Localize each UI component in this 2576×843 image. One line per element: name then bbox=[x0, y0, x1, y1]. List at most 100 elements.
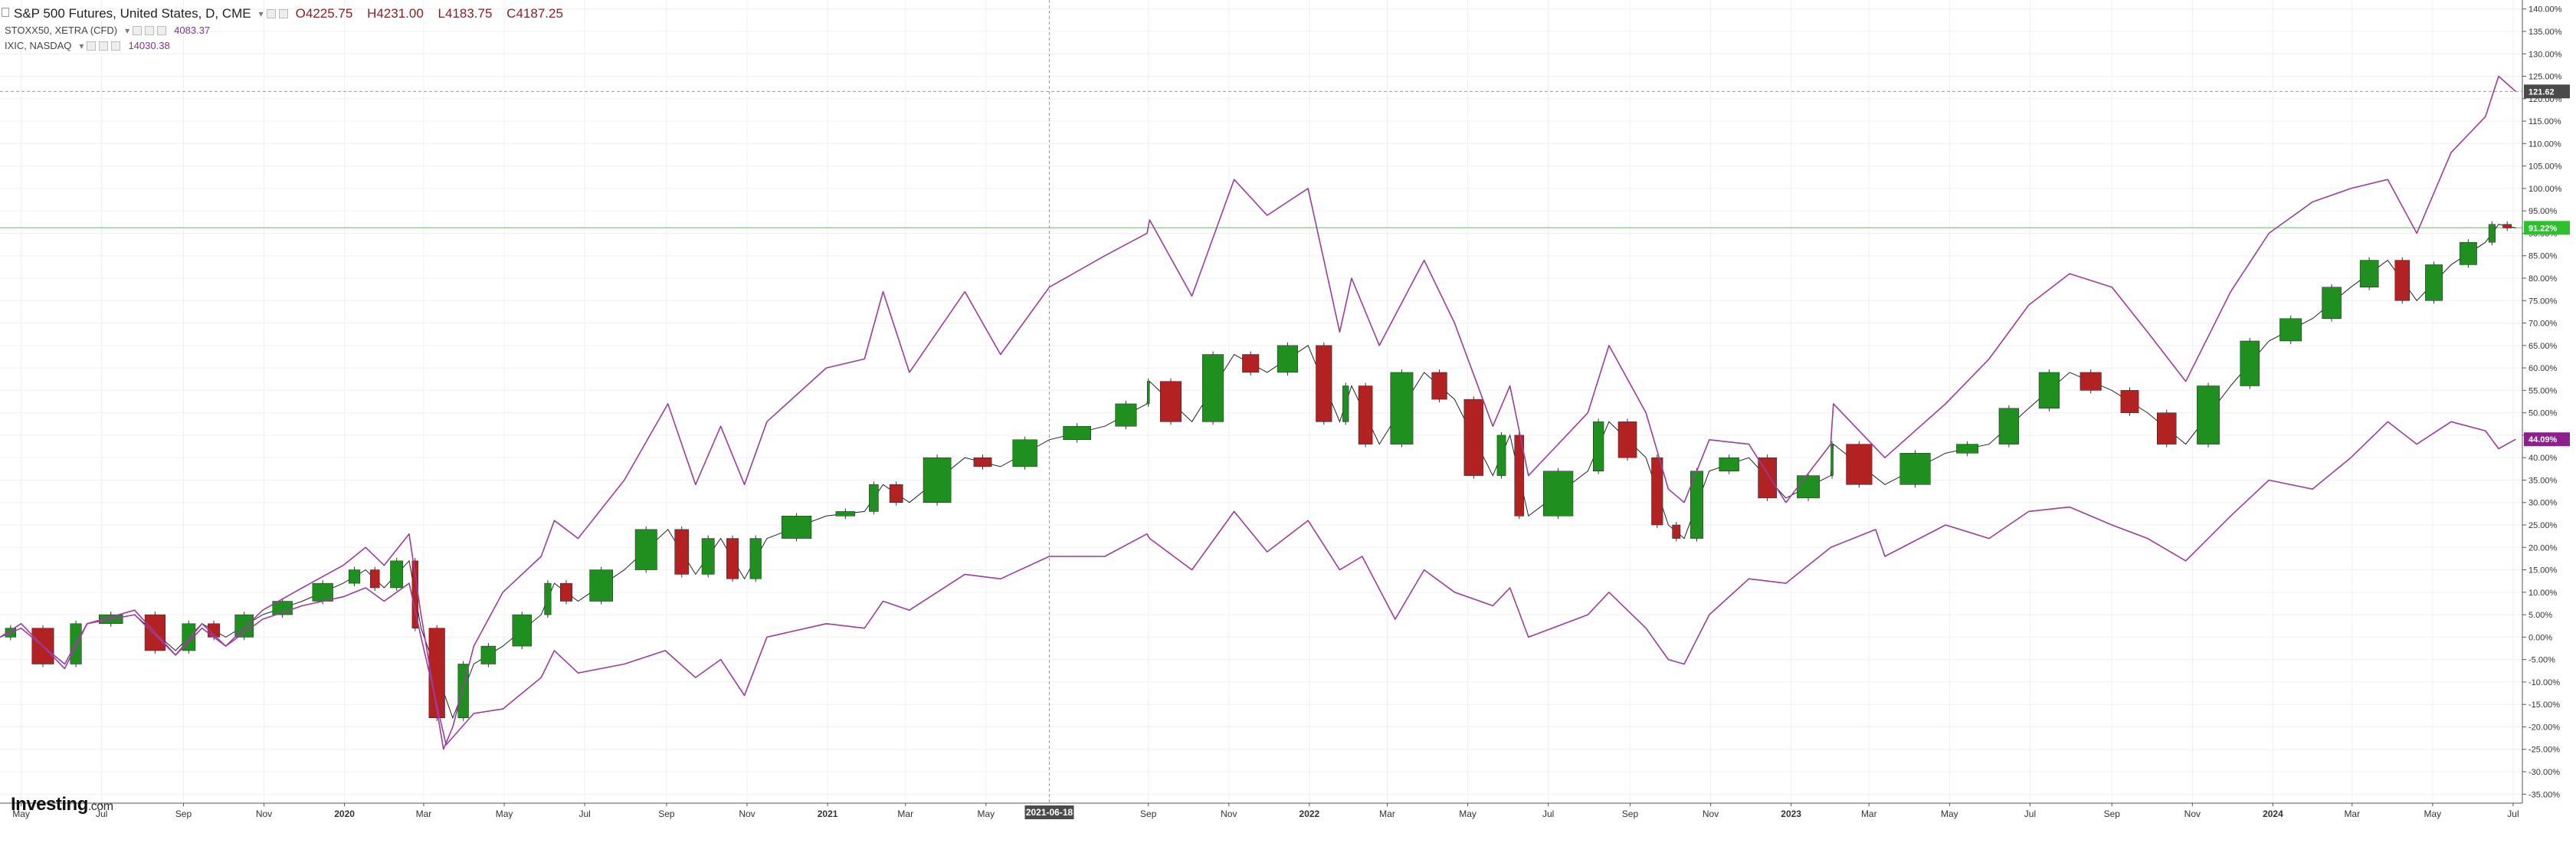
candle[interactable] bbox=[560, 582, 573, 602]
legend-collapse-icon[interactable] bbox=[2, 8, 9, 17]
candle[interactable] bbox=[2488, 224, 2496, 243]
candle[interactable] bbox=[1617, 422, 1637, 458]
investing-logo[interactable]: Investing.com bbox=[11, 794, 113, 815]
chevron-down-icon[interactable]: ▾ bbox=[79, 41, 84, 51]
candle[interactable] bbox=[390, 560, 404, 589]
candle[interactable] bbox=[1242, 354, 1260, 373]
candle[interactable] bbox=[2197, 385, 2220, 444]
x-tick-label: Mar bbox=[2344, 809, 2360, 819]
candle[interactable] bbox=[1672, 524, 1681, 539]
x-tick-label: 2023 bbox=[1781, 809, 1801, 819]
hide-icon[interactable] bbox=[99, 41, 109, 51]
compare-symbol-2: IXIC, NASDAQ bbox=[5, 40, 72, 51]
candle[interactable] bbox=[1899, 453, 1931, 485]
x-tick-label: 2022 bbox=[1299, 809, 1320, 819]
x-axis[interactable]: May Jul Sep Nov 2020 Mar May Jul Sep Nov 2021 Mar Ma… bbox=[0, 802, 2522, 819]
candle[interactable] bbox=[1830, 444, 1834, 476]
candle[interactable] bbox=[781, 516, 812, 539]
candle[interactable] bbox=[2359, 260, 2379, 287]
hide-icon[interactable] bbox=[278, 9, 288, 18]
x-tick-label: May bbox=[2424, 809, 2442, 819]
y-tick-label: -30.00% bbox=[2528, 768, 2560, 777]
candle[interactable] bbox=[1496, 435, 1506, 476]
y-tick-label: 105.00% bbox=[2528, 162, 2562, 172]
settings-icon[interactable] bbox=[266, 9, 276, 18]
candle[interactable] bbox=[312, 582, 333, 602]
candle[interactable] bbox=[512, 614, 533, 647]
candle[interactable] bbox=[1514, 435, 1525, 517]
close-icon[interactable] bbox=[111, 41, 121, 51]
candle[interactable] bbox=[2240, 340, 2260, 386]
candle[interactable] bbox=[1719, 457, 1739, 471]
candle[interactable] bbox=[835, 511, 856, 517]
candle[interactable] bbox=[1063, 425, 1092, 441]
candle[interactable] bbox=[1463, 399, 1484, 476]
candle[interactable] bbox=[480, 645, 497, 664]
y-axis[interactable]: -35.00% -30.00% -25.00% -20.00% -15.00% -10.0… bbox=[2522, 0, 2562, 803]
compare-line-1[interactable] bbox=[0, 421, 2516, 746]
x-tick-label: Sep bbox=[658, 809, 675, 819]
candle[interactable] bbox=[701, 538, 715, 575]
candle[interactable] bbox=[369, 569, 380, 589]
candle[interactable] bbox=[1159, 381, 1182, 422]
candle[interactable] bbox=[1316, 345, 1332, 422]
candle[interactable] bbox=[348, 569, 361, 584]
candle[interactable] bbox=[544, 582, 552, 615]
candle[interactable] bbox=[2279, 318, 2302, 342]
candle[interactable] bbox=[749, 538, 762, 579]
legend-compare-1[interactable]: STOXX50, XETRA (CFD) ▾ 4083.37 bbox=[5, 23, 210, 38]
candle[interactable] bbox=[1012, 439, 1037, 467]
x-tick-label: Mar bbox=[1379, 809, 1395, 819]
legend-main[interactable]: S&P 500 Futures, United States, D, CME ▾… bbox=[14, 6, 574, 21]
price-label: 121.62 bbox=[2528, 87, 2555, 97]
candle[interactable] bbox=[923, 457, 952, 503]
candle[interactable] bbox=[1202, 354, 1224, 422]
hide-icon[interactable] bbox=[145, 26, 155, 35]
candle[interactable] bbox=[2079, 372, 2102, 391]
candle[interactable] bbox=[1146, 381, 1150, 405]
compare-line-2[interactable] bbox=[0, 75, 2516, 750]
candle[interactable] bbox=[889, 484, 903, 503]
candle[interactable] bbox=[726, 538, 739, 579]
candle[interactable] bbox=[1797, 475, 1820, 499]
grid-lines bbox=[0, 0, 2522, 803]
candle[interactable] bbox=[2502, 224, 2512, 228]
candle[interactable] bbox=[1277, 345, 1299, 373]
candle[interactable] bbox=[1542, 471, 1574, 517]
candle[interactable] bbox=[1651, 457, 1663, 526]
close-icon[interactable] bbox=[157, 26, 167, 35]
candle[interactable] bbox=[1592, 422, 1604, 471]
chevron-down-icon[interactable]: ▾ bbox=[258, 8, 264, 19]
candle[interactable] bbox=[1998, 408, 2020, 444]
settings-icon[interactable] bbox=[133, 26, 143, 35]
candle[interactable] bbox=[869, 484, 879, 512]
candle[interactable] bbox=[2322, 287, 2342, 319]
candle[interactable] bbox=[1390, 372, 1414, 444]
candle[interactable] bbox=[1342, 385, 1349, 422]
candle[interactable] bbox=[2394, 260, 2410, 301]
candle[interactable] bbox=[634, 529, 657, 570]
candle[interactable] bbox=[2425, 264, 2443, 301]
ohlc-low: L4183.75 bbox=[438, 6, 493, 21]
price-label: 91.22% bbox=[2528, 224, 2558, 233]
candle[interactable] bbox=[2459, 241, 2477, 265]
candle[interactable] bbox=[1115, 403, 1137, 427]
candle[interactable] bbox=[674, 529, 690, 575]
candle[interactable] bbox=[1358, 385, 1373, 444]
legend-compare-2[interactable]: IXIC, NASDAQ ▾ 14030.38 bbox=[5, 38, 170, 54]
settings-icon[interactable] bbox=[87, 41, 97, 51]
x-tick-label: 2021 bbox=[818, 809, 838, 819]
candle[interactable] bbox=[1846, 444, 1873, 485]
candle[interactable] bbox=[1431, 372, 1447, 400]
price-labels: 121.62 91.22% 44.09% bbox=[2524, 84, 2570, 447]
candle[interactable] bbox=[589, 569, 613, 602]
logo-brand: Investing bbox=[11, 794, 88, 815]
candle[interactable] bbox=[2120, 390, 2139, 413]
candle[interactable] bbox=[2038, 372, 2060, 409]
candle[interactable] bbox=[2157, 412, 2177, 444]
chevron-down-icon[interactable]: ▾ bbox=[125, 25, 130, 36]
candle[interactable] bbox=[1956, 444, 1979, 454]
candle[interactable] bbox=[973, 457, 992, 467]
